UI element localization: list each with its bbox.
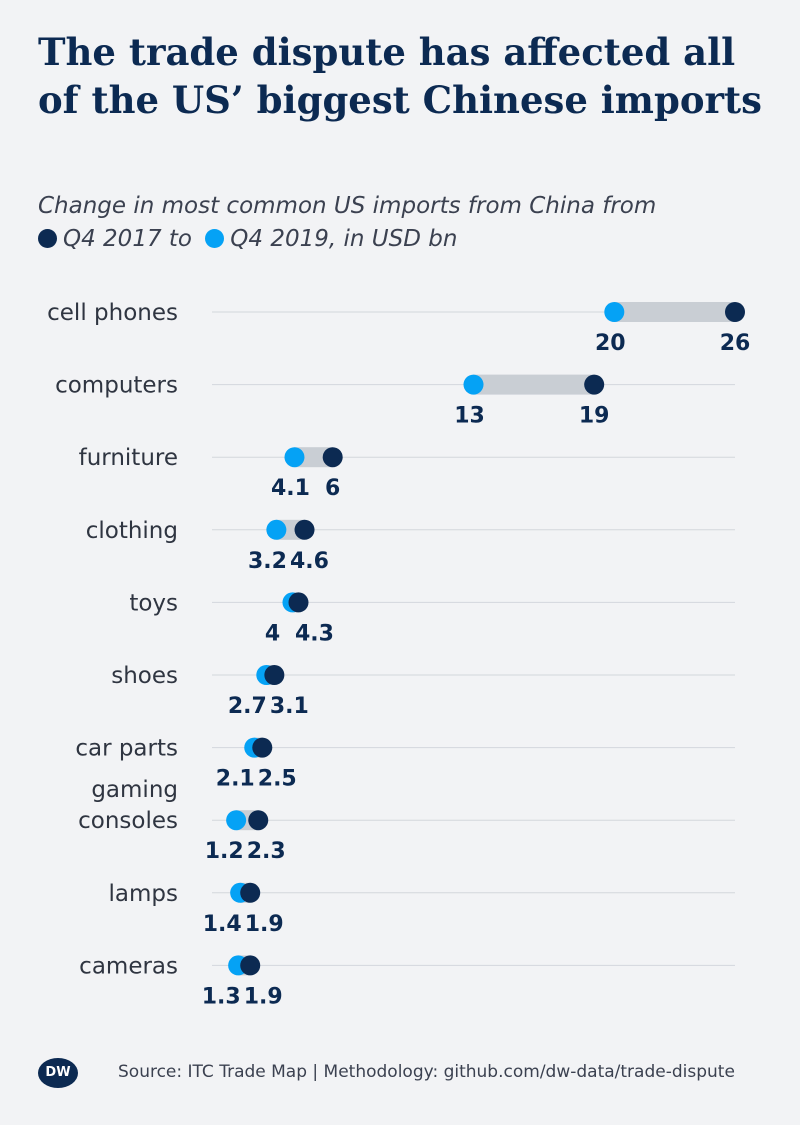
dot-q4-2019 — [463, 374, 484, 395]
value-label-q4-2017: 6 — [325, 476, 340, 501]
category-label: lamps — [109, 881, 178, 907]
value-label-q4-2017: 4.3 — [295, 621, 334, 646]
value-label-q4-2017: 4.6 — [290, 549, 329, 574]
dot-q4-2019 — [266, 519, 287, 540]
value-label-q4-2019: 1.2 — [205, 839, 244, 864]
value-label-q4-2019: 2.7 — [228, 694, 267, 719]
legend-dot-2017 — [38, 229, 57, 248]
subtitle-line: Change in most common US imports from Ch… — [38, 193, 657, 219]
dot-q4-2017 — [248, 810, 269, 831]
category-label: car parts — [75, 736, 178, 762]
connector-bar — [473, 374, 595, 395]
chart-subtitle: Change in most common US imports from Ch… — [38, 190, 778, 256]
category-label: furniture — [79, 445, 178, 471]
category-label: computers — [55, 373, 178, 399]
dot-q4-2017 — [288, 592, 309, 613]
value-label-q4-2017: 19 — [579, 404, 610, 429]
dot-q4-2017 — [584, 374, 605, 395]
value-label-q4-2017: 1.9 — [244, 984, 283, 1009]
source-note: Source: ITC Trade Map | Methodology: git… — [118, 1062, 735, 1082]
value-label-q4-2017: 1.9 — [245, 912, 284, 937]
dw-logo: DW — [38, 1058, 78, 1088]
legend-dot-2019 — [205, 229, 225, 248]
dot-q4-2017 — [252, 737, 273, 758]
category-label: cameras — [79, 953, 178, 979]
legend-label-2017: Q4 2017 to — [63, 226, 192, 252]
value-label-q4-2019: 4.1 — [271, 476, 310, 501]
legend-label-2019: Q4 2019, in USD bn — [230, 226, 458, 252]
dot-q4-2017 — [240, 955, 261, 976]
category-label: clothing — [86, 518, 178, 544]
category-label: gaming consoles — [78, 777, 178, 834]
dot-q4-2017 — [264, 665, 285, 685]
dot-q4-2017 — [725, 302, 745, 322]
value-label-q4-2019: 1.4 — [203, 912, 242, 937]
value-label-q4-2017: 26 — [720, 331, 751, 356]
connector-bar — [294, 447, 333, 468]
footer: DW Source: ITC Trade Map | Methodology: … — [38, 1058, 778, 1094]
value-label-q4-2017: 2.5 — [258, 767, 297, 792]
value-label-q4-2017: 2.3 — [247, 839, 286, 864]
dot-q4-2019 — [226, 810, 247, 831]
connector-bar — [614, 302, 735, 322]
value-label-q4-2019: 20 — [595, 331, 626, 356]
value-label-q4-2019: 3.2 — [248, 549, 287, 574]
value-label-q4-2019: 2.1 — [216, 767, 255, 792]
dot-q4-2017 — [294, 519, 315, 540]
value-label-q4-2019: 4 — [265, 621, 280, 646]
dot-q4-2019 — [284, 447, 305, 468]
dumbbell-chart: cell phones 20 26 computers 13 19 furniture 4.1… — [47, 300, 751, 1009]
dot-q4-2017 — [322, 447, 343, 468]
value-label-q4-2019: 1.3 — [202, 984, 241, 1009]
legend: Q4 2017 to Q4 2019, in USD bn — [38, 223, 778, 256]
dot-q4-2019 — [604, 302, 625, 322]
category-label: toys — [129, 590, 178, 616]
category-label: cell phones — [47, 300, 178, 326]
category-label: shoes — [111, 663, 178, 689]
chart-title: The trade dispute has affected all of th… — [38, 30, 762, 122]
dot-q4-2017 — [240, 882, 261, 903]
value-label-q4-2017: 3.1 — [270, 694, 309, 719]
value-label-q4-2019: 13 — [454, 404, 485, 429]
